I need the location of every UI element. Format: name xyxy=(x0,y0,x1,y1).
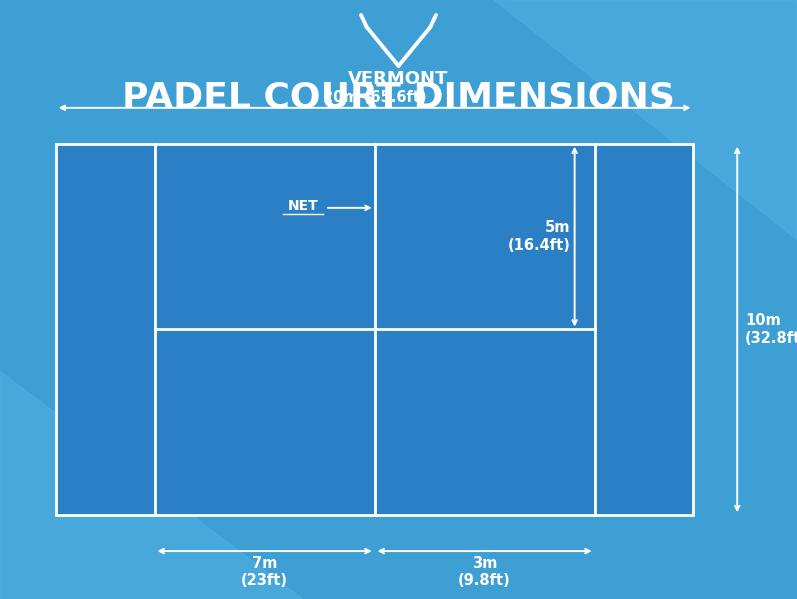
Bar xyxy=(56,144,693,515)
Text: 7m
(23ft): 7m (23ft) xyxy=(241,556,288,588)
Text: 10m
(32.8ft): 10m (32.8ft) xyxy=(745,313,797,346)
Text: 5m
(16.4ft): 5m (16.4ft) xyxy=(508,220,571,253)
Text: PADEL COURT DIMENSIONS: PADEL COURT DIMENSIONS xyxy=(122,81,675,115)
Text: 20m (65.6ft): 20m (65.6ft) xyxy=(323,90,426,105)
Text: NET: NET xyxy=(288,199,318,213)
Text: VERMONT: VERMONT xyxy=(348,70,449,88)
Text: 3m
(9.8ft): 3m (9.8ft) xyxy=(458,556,511,588)
Polygon shape xyxy=(494,0,797,240)
Polygon shape xyxy=(0,371,303,599)
